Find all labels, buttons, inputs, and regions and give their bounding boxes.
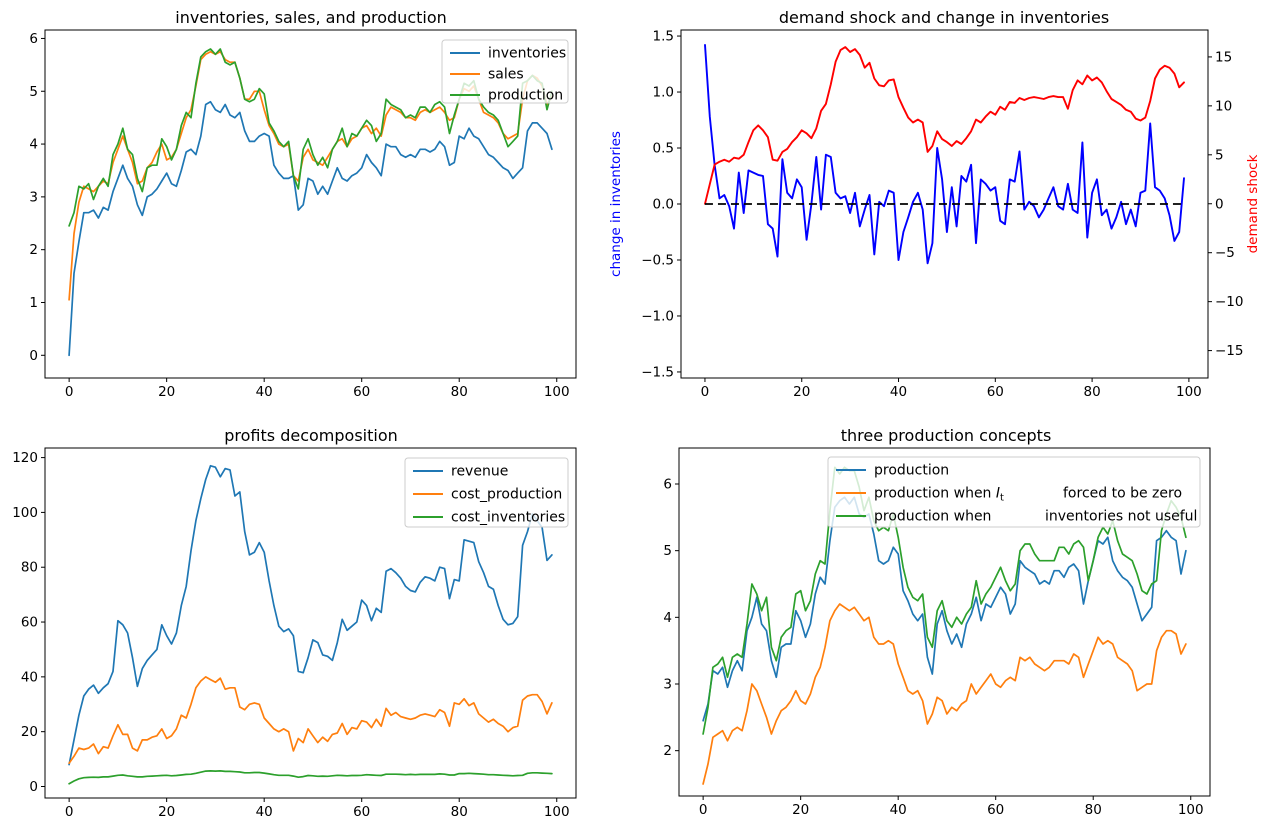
y-tick-label: 4 xyxy=(663,610,672,626)
chart-three-production-concepts: 0 20 40 60 80 100 2 3 4 5 6 production production wh… xyxy=(663,447,1211,818)
legend-label-cont: forced to be zero xyxy=(1063,486,1182,502)
x-tick-label: 60 xyxy=(353,804,370,820)
x-tick-label: 40 xyxy=(890,802,907,818)
legend: inventories sales production xyxy=(441,39,569,104)
y-tick-label: 20 xyxy=(21,724,38,740)
x-tick-label: 80 xyxy=(451,384,468,400)
y2-tick-label: 15 xyxy=(1215,49,1232,65)
x-tick-label: 80 xyxy=(1085,802,1102,818)
x-tick-label: 60 xyxy=(353,384,370,400)
y-tick-label: 1.5 xyxy=(653,29,674,45)
y-tick-label: 40 xyxy=(21,669,38,685)
x-tick-label: 20 xyxy=(158,384,175,400)
legend-label-cont: inventories not useful xyxy=(1045,509,1197,525)
legend-box xyxy=(827,456,1201,528)
y-tick-label: 4 xyxy=(29,137,38,153)
y2-tick-label: −5 xyxy=(1215,245,1235,261)
y-tick-label: 0 xyxy=(29,779,38,795)
y-tick-label: 120 xyxy=(12,450,38,466)
x-tick-label: 100 xyxy=(1176,384,1202,400)
x-tick-label: 60 xyxy=(987,384,1004,400)
y-tick-label: 1.0 xyxy=(653,85,674,101)
y-axis-label-right: demand shock xyxy=(1245,154,1261,253)
legend-label: cost_inventories xyxy=(451,510,565,526)
chart-title-demand-shock: demand shock and change in inventories xyxy=(778,8,1110,27)
y-tick-label: 2 xyxy=(29,242,38,258)
y2-tick-label: −10 xyxy=(1215,294,1244,310)
y-tick-label: 5 xyxy=(663,543,672,559)
chart-demand-shock-change-inventories: 0 20 40 60 80 1001.51.00.50.0−0.5−1.0−1.51510… xyxy=(608,29,1261,400)
y-tick-label: 0.0 xyxy=(653,197,674,213)
series-line-demand-shock xyxy=(704,46,1185,205)
y2-tick-label: −15 xyxy=(1215,343,1244,359)
chart-profits-decomposition: 0 20 40 60 80 100 0 20 40 60 80 100 120 revenue cost_p… xyxy=(12,447,577,820)
legend-label: production when xyxy=(874,509,991,525)
legend-box xyxy=(441,39,569,104)
y-tick-label: 6 xyxy=(663,477,672,493)
x-tick-label: 40 xyxy=(256,804,273,820)
x-tick-label: 40 xyxy=(256,384,273,400)
x-tick-label: 0 xyxy=(701,384,710,400)
legend-label: inventories xyxy=(488,46,566,62)
x-tick-label: 100 xyxy=(544,804,570,820)
x-tick-label: 20 xyxy=(158,804,175,820)
chart-title-inventories-sales-production: inventories, sales, and production xyxy=(175,8,447,27)
axes-frame xyxy=(44,29,577,379)
x-tick-label: 100 xyxy=(544,384,570,400)
legend-label: production when It xyxy=(874,486,1004,504)
axes-frame xyxy=(678,447,1211,797)
legend: revenue cost_production cost_inventories xyxy=(404,457,569,528)
x-tick-label: 0 xyxy=(65,384,74,400)
x-tick-label: 0 xyxy=(65,804,74,820)
y-tick-label: 3 xyxy=(663,677,672,693)
series-line-production-when-i-t-forced-to-be-zero xyxy=(702,603,1187,785)
legend-label: sales xyxy=(488,67,524,83)
chart-title-three-production-concepts: three production concepts xyxy=(840,426,1052,445)
y2-tick-label: 5 xyxy=(1215,147,1224,163)
series-line-production-when-inventories-not-useful xyxy=(702,466,1187,735)
y-tick-label: 6 xyxy=(29,31,38,47)
y2-tick-label: 10 xyxy=(1215,98,1232,114)
y-tick-label: 60 xyxy=(21,615,38,631)
legend-label: cost_production xyxy=(451,487,562,503)
series-line-revenue xyxy=(68,464,553,766)
y-tick-label: 0 xyxy=(29,348,38,364)
y-axis-label-left: change in inventories xyxy=(608,131,624,277)
legend: production production when It forced to be… xyxy=(827,456,1201,528)
series-line-change-in-inventories xyxy=(704,44,1185,265)
legend-box xyxy=(404,457,569,528)
axes-frame xyxy=(44,447,577,799)
chart-inventories-sales-production: 0 20 40 60 80 100 0 1 2 3 4 5 6 inventories sales produ… xyxy=(29,29,577,400)
x-tick-label: 0 xyxy=(699,802,708,818)
y-tick-label: 80 xyxy=(21,560,38,576)
chart-title-profits-decomposition: profits decomposition xyxy=(224,426,398,445)
series-line-inventories xyxy=(68,100,553,357)
series-line-cost-inventories xyxy=(68,770,553,785)
y-tick-label: 0.5 xyxy=(653,141,674,157)
y2-tick-label: 0 xyxy=(1215,196,1224,212)
x-tick-label: 40 xyxy=(890,384,907,400)
y-tick-label: 5 xyxy=(29,84,38,100)
x-tick-label: 20 xyxy=(792,802,809,818)
x-tick-label: 100 xyxy=(1178,802,1204,818)
legend-label: production xyxy=(874,463,949,479)
x-tick-label: 80 xyxy=(1084,384,1101,400)
x-tick-label: 80 xyxy=(451,804,468,820)
y-tick-label: 100 xyxy=(12,505,38,521)
legend-label: production xyxy=(488,88,563,104)
y-tick-label: −1.5 xyxy=(641,364,674,380)
x-tick-label: 20 xyxy=(793,384,810,400)
y-tick-label: 2 xyxy=(663,743,672,759)
y-tick-label: 3 xyxy=(29,189,38,205)
x-tick-label: 60 xyxy=(987,802,1004,818)
legend-label: revenue xyxy=(451,464,508,480)
y-tick-label: −0.5 xyxy=(641,252,674,268)
y-tick-label: 1 xyxy=(29,295,38,311)
series-line-cost-production xyxy=(68,676,553,765)
series-line-production xyxy=(702,496,1187,722)
y-tick-label: −1.0 xyxy=(641,308,674,324)
